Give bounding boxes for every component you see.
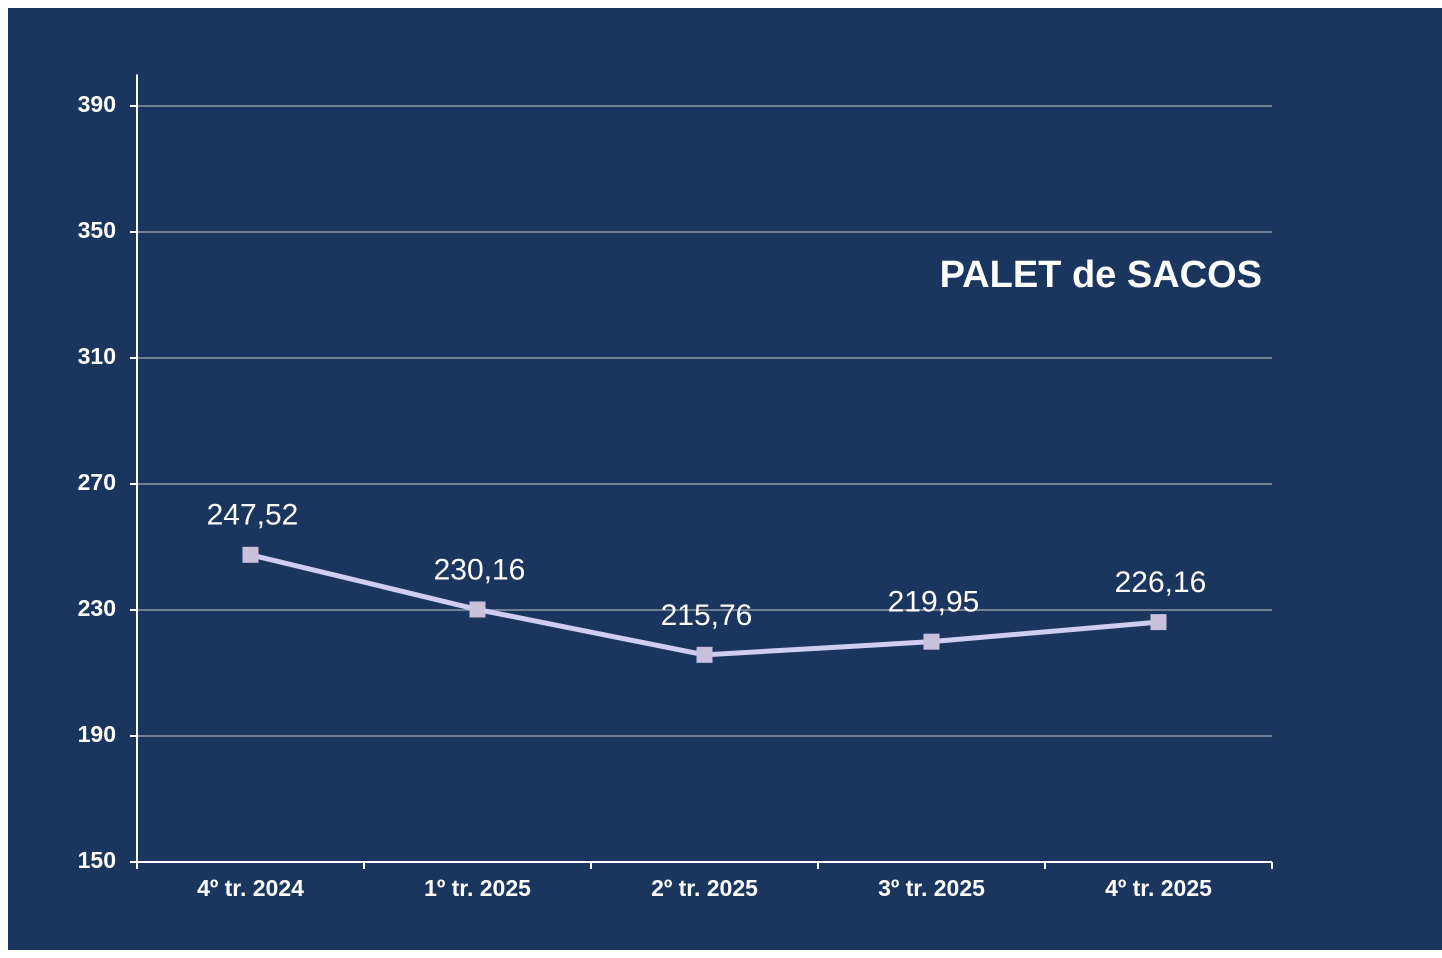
y-tick-label: 310 (78, 343, 116, 369)
y-tick-label: 350 (78, 217, 116, 243)
data-label: 230,16 (434, 553, 526, 586)
x-tick-label: 1º tr. 2025 (424, 875, 531, 901)
x-tick-label: 2º tr. 2025 (651, 875, 758, 901)
data-label: 215,76 (661, 599, 753, 632)
data-label: 247,52 (207, 499, 299, 532)
y-tick-label: 390 (78, 91, 116, 117)
chart-title: PALET de SACOS (940, 254, 1262, 296)
marker (696, 646, 713, 663)
y-tick-label: 190 (78, 721, 116, 747)
chart-background (8, 8, 1442, 950)
y-tick-label: 230 (78, 595, 116, 621)
data-label: 219,95 (888, 586, 980, 619)
x-tick-label: 4º tr. 2024 (197, 875, 304, 901)
data-label: 226,16 (1115, 566, 1207, 599)
x-tick-label: 4º tr. 2025 (1105, 875, 1212, 901)
marker (242, 546, 259, 563)
x-tick-label: 3º tr. 2025 (878, 875, 985, 901)
marker (1150, 614, 1167, 631)
marker (469, 601, 486, 618)
y-tick-label: 270 (78, 469, 116, 495)
marker (923, 633, 940, 650)
y-tick-label: 150 (78, 847, 116, 873)
